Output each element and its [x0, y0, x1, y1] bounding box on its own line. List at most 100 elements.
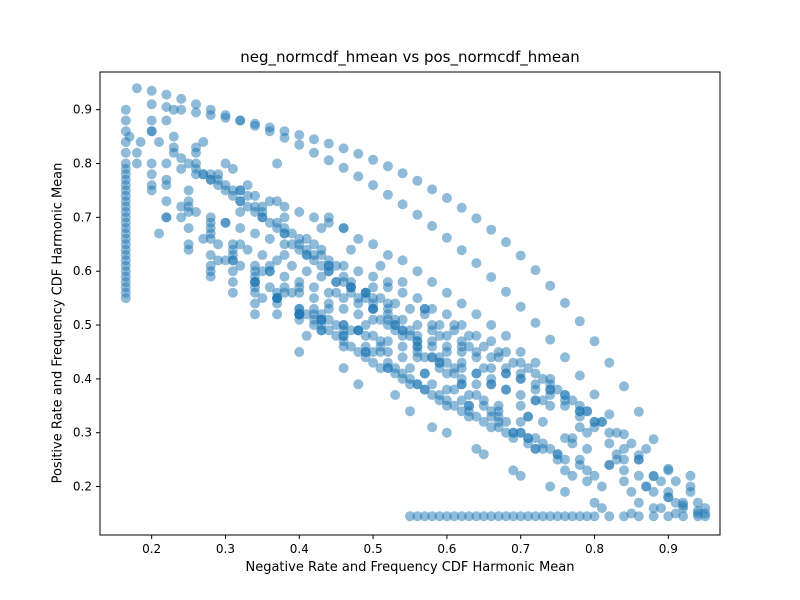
data-point	[176, 104, 187, 115]
data-point	[523, 511, 534, 522]
data-point	[523, 363, 534, 374]
data-point	[250, 260, 260, 271]
data-point	[205, 250, 216, 260]
data-point	[235, 196, 246, 207]
data-point	[441, 330, 452, 341]
data-point	[456, 357, 467, 368]
data-point	[501, 286, 511, 297]
y-tick-label: 0.8	[73, 157, 92, 171]
data-point	[183, 239, 194, 250]
data-point	[382, 309, 393, 320]
data-point	[441, 193, 452, 203]
data-point	[272, 287, 283, 298]
data-point	[242, 201, 253, 212]
data-point	[120, 104, 131, 115]
data-point	[633, 470, 644, 481]
data-point	[523, 411, 534, 422]
data-point	[227, 239, 238, 250]
x-tick-label: 0.2	[142, 542, 161, 556]
data-point	[486, 320, 497, 330]
y-axis-ticks: 0.2 0.3 0.4 0.5 0.6 0.7 0.8 0.9	[73, 103, 100, 494]
data-point	[419, 303, 430, 314]
data-point	[560, 465, 570, 476]
data-point	[434, 352, 445, 363]
data-point	[508, 511, 519, 522]
data-point	[346, 325, 356, 336]
data-point	[368, 347, 379, 357]
data-point	[220, 112, 231, 123]
data-point	[397, 287, 408, 298]
data-point	[353, 325, 364, 336]
data-point	[213, 239, 224, 250]
data-point	[338, 260, 349, 271]
data-point	[412, 320, 423, 330]
data-point	[412, 293, 423, 304]
data-point	[191, 107, 201, 118]
data-point	[456, 511, 467, 522]
data-point	[471, 213, 482, 224]
data-point	[419, 368, 430, 379]
data-point	[619, 454, 629, 465]
data-point	[604, 460, 615, 470]
data-point	[146, 158, 157, 169]
data-point	[456, 406, 467, 417]
data-point	[515, 357, 526, 368]
data-point	[552, 511, 563, 522]
data-point	[191, 169, 201, 180]
data-point	[161, 212, 172, 223]
y-axis-label: Positive Rate and Frequency CDF Harmonic…	[50, 162, 66, 484]
data-point	[493, 352, 504, 363]
data-point	[264, 282, 275, 293]
data-point	[235, 260, 246, 271]
data-point	[456, 202, 467, 213]
data-point	[294, 244, 305, 255]
data-point	[641, 443, 652, 454]
data-point	[323, 138, 334, 149]
data-point	[508, 357, 519, 368]
data-point	[560, 511, 570, 522]
data-point	[611, 454, 622, 465]
data-point	[464, 390, 474, 400]
data-point	[412, 175, 423, 186]
data-point	[250, 228, 260, 239]
data-point	[456, 336, 467, 347]
data-point	[353, 171, 364, 182]
data-point	[523, 433, 534, 444]
data-point	[641, 481, 652, 492]
data-point	[449, 511, 460, 522]
data-point	[286, 228, 297, 239]
data-point	[419, 384, 430, 395]
data-point	[227, 266, 238, 277]
data-point	[368, 180, 379, 191]
data-point	[670, 476, 681, 487]
data-point	[464, 511, 474, 522]
data-point	[456, 347, 467, 357]
data-point	[323, 260, 334, 271]
data-point	[286, 260, 297, 271]
data-point	[486, 406, 497, 417]
data-point	[323, 298, 334, 309]
data-point	[382, 277, 393, 287]
data-point	[257, 293, 268, 304]
data-point	[486, 224, 497, 235]
data-point	[501, 368, 511, 379]
data-point	[368, 357, 379, 368]
data-point	[412, 352, 423, 363]
data-point	[316, 223, 327, 234]
data-point	[530, 395, 541, 406]
data-point	[434, 330, 445, 341]
data-point	[626, 508, 637, 519]
data-point	[464, 400, 474, 411]
data-point	[257, 212, 268, 223]
data-point	[397, 341, 408, 352]
data-point	[582, 406, 593, 417]
data-point	[198, 233, 209, 244]
data-point	[294, 347, 305, 357]
data-point	[545, 280, 556, 291]
data-point	[382, 189, 393, 200]
data-point	[560, 400, 570, 411]
data-point	[412, 209, 423, 220]
data-point	[346, 244, 356, 255]
data-point	[633, 406, 644, 417]
data-point	[360, 287, 371, 298]
